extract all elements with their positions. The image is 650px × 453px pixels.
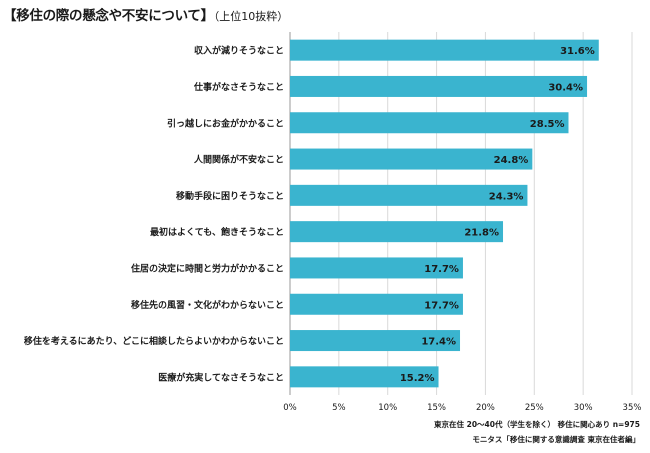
category-label: 人間関係が不安なこと xyxy=(193,154,284,166)
x-tick-label: 20% xyxy=(476,403,495,413)
chart-title: 【移住の際の懸念や不安について】（上位10抜粋） xyxy=(3,4,288,24)
bar xyxy=(290,257,463,279)
bar xyxy=(290,184,528,206)
bar xyxy=(290,293,463,315)
data-label: 28.5% xyxy=(530,119,565,130)
bar xyxy=(290,39,599,61)
chart-title-sub: （上位10抜粋） xyxy=(213,10,289,23)
x-tick-label: 15% xyxy=(427,403,446,413)
data-label: 15.2% xyxy=(400,373,435,384)
category-label: 収入が減りそうなこと xyxy=(194,45,284,57)
bar xyxy=(290,112,569,134)
x-tick-label: 25% xyxy=(525,403,544,413)
data-label: 24.8% xyxy=(494,155,529,166)
bar xyxy=(290,330,461,352)
bar xyxy=(290,148,533,170)
category-label: 移動手段に困りそうなこと xyxy=(176,190,284,202)
category-label: 引っ越しにお金がかかること xyxy=(167,117,284,129)
category-label: 移住を考えるにあたり、どこに相談したらよいかわからないこと xyxy=(24,335,284,347)
source-note-survey: モニタス「移住に関する意識調査 東京在住者編」 xyxy=(472,435,640,444)
category-label: 医療が充実してなさそうなこと xyxy=(158,371,284,383)
x-tick-label: 35% xyxy=(623,403,642,413)
x-tick-label: 5% xyxy=(332,403,346,413)
data-label: 17.7% xyxy=(424,300,459,311)
chart-title-main: 【移住の際の懸念や不安について】 xyxy=(3,8,214,24)
category-label: 移住先の風習・文化がわからないこと xyxy=(131,299,284,311)
x-tick-label: 0% xyxy=(283,403,297,413)
x-tick-label: 10% xyxy=(378,403,397,413)
x-tick-label: 30% xyxy=(574,403,593,413)
data-label: 17.4% xyxy=(421,337,456,348)
data-label: 31.6% xyxy=(560,46,595,57)
category-label: 最初はよくても、飽きそうなこと xyxy=(150,226,284,238)
bar xyxy=(290,75,588,97)
category-label: 仕事がなさそうなこと xyxy=(193,81,284,93)
data-label: 21.8% xyxy=(464,228,499,239)
data-label: 24.3% xyxy=(489,191,524,202)
category-label: 住居の決定に時間と労力がかかること xyxy=(131,262,284,274)
data-label: 17.7% xyxy=(424,264,459,275)
bar xyxy=(290,366,439,388)
data-label: 30.4% xyxy=(548,82,583,93)
bar xyxy=(290,221,504,243)
source-note-sample: 東京在住 20～40代（学生を除く） 移住に関心あり n=975 xyxy=(434,420,640,429)
